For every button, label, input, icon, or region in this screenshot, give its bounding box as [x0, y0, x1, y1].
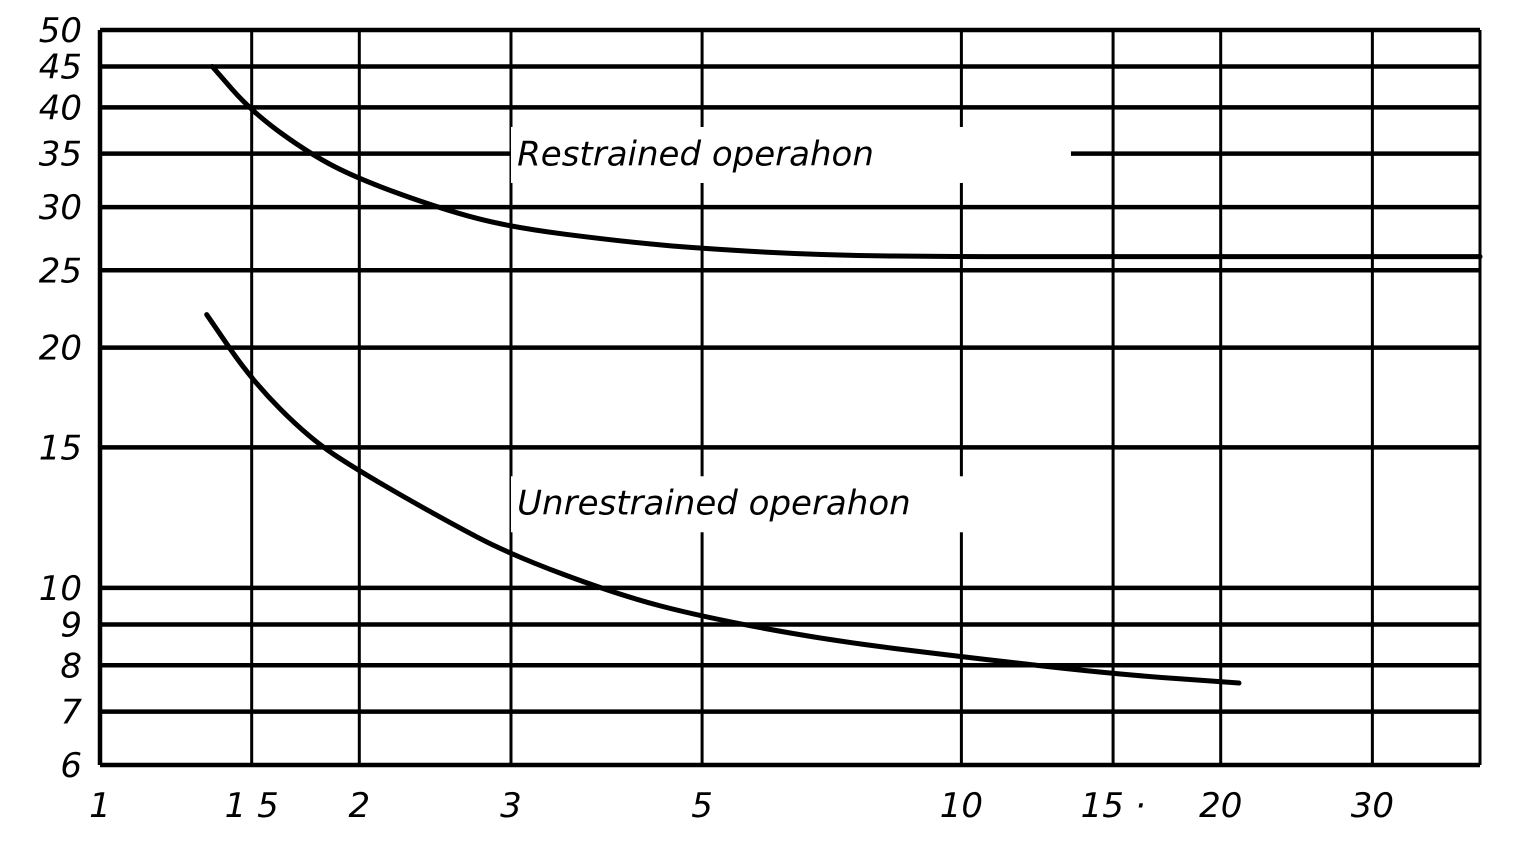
- x-tick-label: 15 ·: [1081, 786, 1146, 826]
- x-tick-label: 1 5: [225, 786, 279, 826]
- series-label-unrestrained: Unrestrained operahon: [517, 483, 911, 523]
- y-tick-label: 9: [60, 605, 82, 645]
- y-tick-label: 15: [39, 428, 82, 468]
- x-tick-label: 1: [89, 786, 111, 826]
- y-tick-label: 35: [39, 135, 82, 175]
- y-tick-label: 50: [39, 11, 82, 51]
- y-tick-label: 7: [60, 693, 82, 733]
- label-group: Restrained operahon Unrestrained operahon: [510, 126, 1071, 533]
- x-tick-label: 2: [348, 786, 370, 826]
- x-tick-label: 5: [691, 786, 713, 826]
- x-tick-label: 30: [1351, 786, 1394, 826]
- y-tick-label: 45: [39, 48, 82, 88]
- series-label-bg: [510, 126, 1071, 183]
- x-tick-label: 20: [1199, 786, 1242, 826]
- y-tick-label: 30: [39, 188, 82, 228]
- y-tick-label: 6: [60, 746, 82, 786]
- y-tick-label: 25: [39, 251, 82, 291]
- series-label-bg: [510, 476, 1021, 533]
- series-group: [204, 64, 1483, 686]
- x-tick-label: 10: [940, 786, 983, 826]
- y-tick-label: 8: [60, 646, 82, 686]
- y-tick-label: 10: [39, 569, 82, 609]
- series-line-unrestrained: [204, 312, 1242, 686]
- y-tick-label: 20: [39, 329, 82, 369]
- series-line-restrained: [209, 64, 1483, 260]
- x-tick-label: 3: [500, 786, 522, 826]
- series-label-restrained: Restrained operahon: [517, 135, 874, 175]
- grid: [97, 27, 1482, 768]
- y-tick-label: 40: [39, 88, 82, 128]
